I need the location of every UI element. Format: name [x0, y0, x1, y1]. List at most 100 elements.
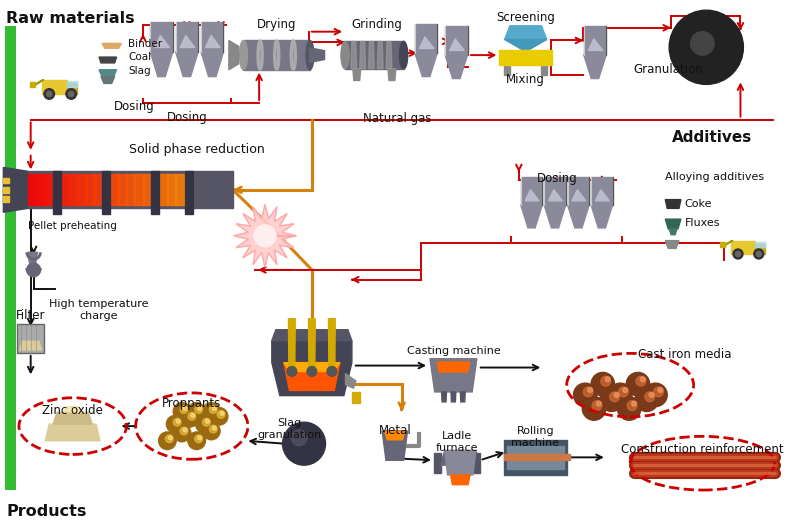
Polygon shape [159, 174, 168, 205]
Polygon shape [473, 453, 480, 473]
Polygon shape [167, 174, 176, 205]
Polygon shape [28, 252, 38, 264]
Text: Mixing: Mixing [506, 73, 545, 85]
Polygon shape [3, 178, 9, 184]
Polygon shape [176, 52, 198, 76]
Circle shape [174, 424, 190, 442]
Circle shape [202, 418, 210, 426]
Text: Dosing: Dosing [537, 172, 578, 185]
Circle shape [600, 388, 623, 412]
Circle shape [623, 388, 628, 392]
Polygon shape [69, 174, 78, 205]
Ellipse shape [341, 41, 349, 69]
Polygon shape [34, 80, 44, 85]
Circle shape [591, 372, 614, 396]
Polygon shape [386, 41, 392, 69]
Circle shape [609, 383, 632, 407]
Circle shape [614, 392, 619, 397]
Polygon shape [415, 24, 438, 53]
Text: Zinc oxide: Zinc oxide [42, 404, 103, 417]
Circle shape [658, 388, 663, 392]
Circle shape [610, 392, 619, 401]
Polygon shape [415, 53, 438, 76]
Polygon shape [272, 341, 352, 396]
Polygon shape [42, 80, 67, 94]
Circle shape [649, 392, 654, 397]
Circle shape [194, 406, 202, 414]
Polygon shape [150, 174, 160, 205]
Polygon shape [451, 392, 456, 402]
Circle shape [645, 392, 654, 401]
Polygon shape [499, 50, 552, 65]
Text: Casting machine: Casting machine [406, 346, 500, 356]
Polygon shape [36, 174, 45, 205]
Text: Proppants: Proppants [162, 397, 222, 410]
Circle shape [198, 436, 202, 440]
Polygon shape [445, 450, 476, 475]
Circle shape [180, 427, 188, 435]
Circle shape [188, 432, 206, 450]
Polygon shape [568, 177, 589, 205]
Polygon shape [30, 82, 35, 87]
Polygon shape [67, 83, 78, 94]
Polygon shape [378, 41, 383, 69]
Circle shape [166, 435, 174, 443]
Polygon shape [441, 450, 480, 465]
Polygon shape [568, 205, 589, 228]
Text: Rolling
machine: Rolling machine [511, 426, 559, 448]
Circle shape [166, 415, 184, 433]
Polygon shape [504, 440, 567, 475]
Circle shape [202, 422, 220, 440]
Circle shape [194, 435, 202, 443]
Polygon shape [584, 55, 606, 79]
Polygon shape [666, 241, 679, 249]
Polygon shape [442, 392, 446, 402]
Polygon shape [63, 407, 82, 413]
Circle shape [583, 387, 593, 397]
Polygon shape [284, 363, 340, 390]
Polygon shape [572, 190, 586, 201]
Polygon shape [754, 244, 765, 254]
Polygon shape [201, 22, 223, 52]
Circle shape [217, 410, 225, 418]
Text: Grinding: Grinding [352, 18, 402, 31]
Text: Drying: Drying [257, 18, 297, 31]
Circle shape [287, 366, 297, 376]
Polygon shape [183, 174, 193, 205]
Circle shape [735, 252, 741, 256]
Polygon shape [669, 229, 677, 235]
Circle shape [327, 366, 337, 376]
Polygon shape [382, 431, 407, 460]
Polygon shape [3, 167, 28, 212]
Circle shape [69, 91, 74, 97]
Polygon shape [201, 52, 223, 76]
Circle shape [574, 383, 597, 407]
Polygon shape [445, 55, 467, 79]
Circle shape [626, 372, 650, 396]
Text: Fluxes: Fluxes [685, 218, 720, 228]
Polygon shape [460, 392, 466, 402]
Polygon shape [46, 424, 100, 441]
Polygon shape [666, 200, 681, 208]
Circle shape [220, 412, 224, 415]
Polygon shape [284, 363, 340, 371]
Polygon shape [134, 174, 143, 205]
FancyBboxPatch shape [6, 26, 16, 490]
Circle shape [640, 377, 646, 382]
Polygon shape [142, 174, 152, 205]
Circle shape [212, 426, 216, 430]
Polygon shape [185, 172, 193, 214]
Ellipse shape [399, 41, 408, 69]
Polygon shape [352, 392, 360, 403]
Text: Coal: Coal [128, 52, 151, 62]
Circle shape [601, 376, 610, 386]
Circle shape [210, 406, 217, 414]
Circle shape [188, 402, 206, 420]
Polygon shape [360, 41, 366, 69]
Polygon shape [175, 174, 185, 205]
Polygon shape [52, 174, 62, 205]
Polygon shape [720, 242, 725, 247]
Ellipse shape [306, 40, 314, 70]
Circle shape [307, 366, 317, 376]
Text: Slag: Slag [128, 66, 151, 76]
